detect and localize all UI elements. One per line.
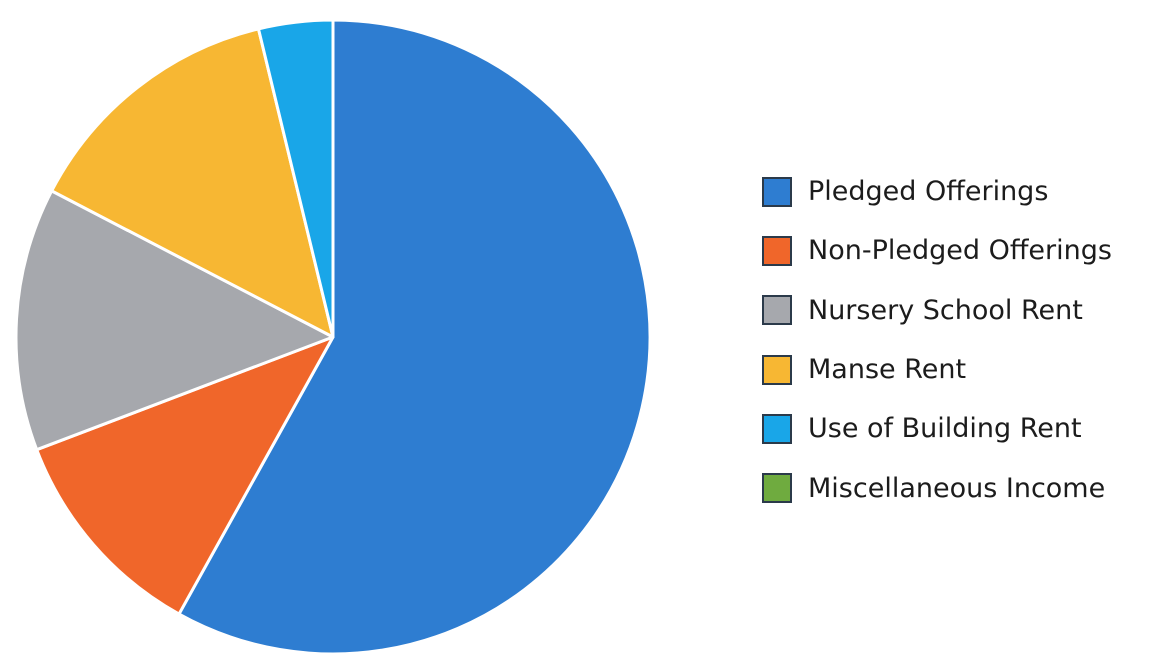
legend-item-nursery-school-rent: Nursery School Rent	[762, 281, 1149, 340]
pie-plot-area	[14, 18, 652, 654]
legend-swatch	[762, 295, 792, 326]
legend-label: Use of Building Rent	[808, 413, 1082, 445]
legend: Pledged Offerings Non-Pledged Offerings Nu…	[762, 162, 1149, 518]
legend-swatch	[762, 235, 792, 266]
legend-item-use-of-building-rent: Use of Building Rent	[762, 399, 1149, 458]
pie-slice-manse-rent	[50, 27, 335, 339]
pie-slice-non-pledged-offerings	[35, 335, 335, 616]
legend-label: Nursery School Rent	[808, 294, 1083, 326]
pie-slice-nursery-school-rent	[14, 189, 335, 452]
legend-swatch	[762, 176, 792, 207]
legend-label: Miscellaneous Income	[808, 472, 1106, 504]
legend-label: Pledged Offerings	[808, 176, 1049, 208]
legend-label: Manse Rent	[808, 354, 967, 386]
pie-slice-use-of-building-rent	[256, 18, 335, 339]
legend-item-pledged-offerings: Pledged Offerings	[762, 162, 1149, 221]
legend-swatch	[762, 354, 792, 385]
legend-item-non-pledged-offerings: Non-Pledged Offerings	[762, 221, 1149, 280]
legend-swatch	[762, 413, 792, 444]
legend-swatch	[762, 473, 792, 504]
legend-item-miscellaneous-income: Miscellaneous Income	[762, 458, 1149, 517]
legend-item-manse-rent: Manse Rent	[762, 340, 1149, 399]
legend-label: Non-Pledged Offerings	[808, 235, 1112, 267]
